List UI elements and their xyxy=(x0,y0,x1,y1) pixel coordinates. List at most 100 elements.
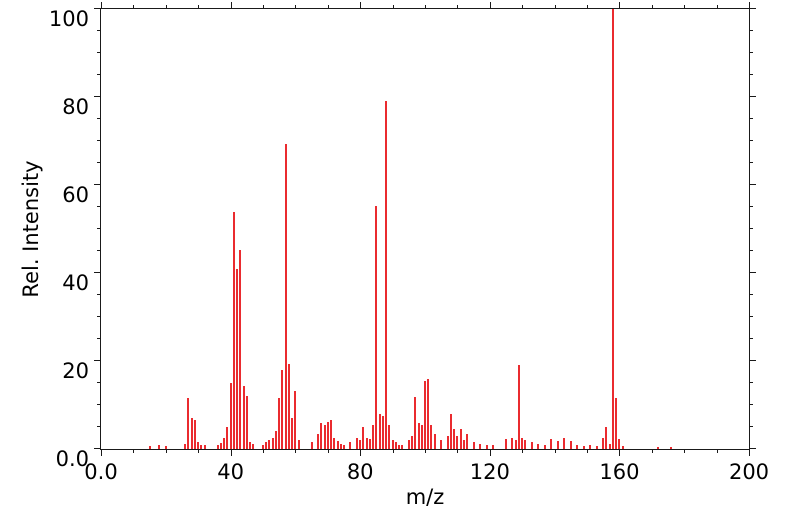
spectrum-peak xyxy=(485,444,488,449)
y-axis-tick-minor xyxy=(97,52,101,53)
spectrum-peak xyxy=(621,446,624,449)
spectrum-peak xyxy=(595,446,598,449)
spectrum-peak xyxy=(281,369,284,449)
y-axis-tick-minor xyxy=(97,30,101,31)
y-axis-tick-major xyxy=(94,184,101,185)
spectrum-peak xyxy=(414,397,417,449)
x-axis-tick-major xyxy=(489,449,491,456)
spectrum-peak xyxy=(670,446,673,449)
y-axis-tick-minor-right xyxy=(749,294,753,295)
spectrum-peak xyxy=(323,424,326,449)
x-axis-tick-minor-top xyxy=(587,5,588,9)
spectrum-peak xyxy=(517,365,520,449)
spectrum-peak xyxy=(602,438,605,449)
spectrum-peak xyxy=(492,445,495,449)
spectrum-peak xyxy=(148,446,151,449)
x-axis-tick-major-top xyxy=(749,2,750,9)
spectrum-peak xyxy=(229,383,232,449)
y-axis-tick-major xyxy=(94,96,101,97)
spectrum-peak xyxy=(385,101,388,449)
spectrum-peak xyxy=(505,439,507,449)
spectrum-peak xyxy=(589,445,592,449)
spectrum-peaks xyxy=(101,9,749,449)
spectrum-peak xyxy=(521,438,524,449)
x-axis-tick-minor-top xyxy=(684,5,686,9)
y-axis-tick-minor xyxy=(97,426,101,427)
spectrum-peak xyxy=(381,416,384,449)
spectrum-peak xyxy=(453,429,456,449)
spectrum-peak xyxy=(605,427,608,449)
spectrum-peak xyxy=(164,445,167,449)
x-axis-tick-minor-top xyxy=(425,5,426,9)
spectrum-peak xyxy=(239,249,242,449)
y-axis-tick-minor-right xyxy=(749,140,753,141)
spectrum-peak xyxy=(223,438,226,449)
spectrum-peak xyxy=(355,438,358,449)
spectrum-peak xyxy=(618,439,621,449)
spectrum-peak xyxy=(391,440,394,449)
y-axis-tick-major xyxy=(94,8,101,9)
spectrum-peak xyxy=(271,438,274,449)
x-axis-tick-minor xyxy=(165,449,167,453)
y-axis-tick-minor xyxy=(97,382,101,383)
spectrum-peak xyxy=(407,440,410,449)
spectrum-peak xyxy=(349,442,352,449)
spectrum-peak xyxy=(310,442,313,449)
x-axis-tick-major xyxy=(101,449,102,456)
spectrum-peak xyxy=(226,427,229,449)
spectrum-peak xyxy=(242,386,245,449)
x-axis-tick-label: 120 xyxy=(469,460,510,484)
x-axis-tick-major-top xyxy=(489,2,491,9)
x-axis-tick-minor-top xyxy=(457,5,459,9)
y-axis-tick-major xyxy=(94,360,101,361)
spectrum-peak xyxy=(268,440,271,449)
y-axis-tick-minor xyxy=(97,404,101,405)
spectrum-peak xyxy=(284,143,287,449)
spectrum-peak xyxy=(339,443,342,449)
spectrum-peak xyxy=(184,443,187,449)
spectrum-peak xyxy=(359,440,362,449)
x-axis-tick-major xyxy=(360,449,362,456)
y-axis-tick-minor-right xyxy=(749,316,753,317)
y-axis-tick-major-right xyxy=(749,360,756,361)
spectrum-peak xyxy=(479,443,482,449)
spectrum-peak xyxy=(537,443,540,449)
x-axis-tick-minor xyxy=(522,449,524,453)
spectrum-peak xyxy=(388,424,391,449)
spectrum-peak xyxy=(249,442,252,449)
x-axis-tick-major xyxy=(230,449,232,456)
spectrum-peak xyxy=(556,441,559,449)
x-axis-tick-minor xyxy=(716,449,718,453)
spectrum-peak xyxy=(291,418,294,449)
spectrum-peak xyxy=(203,445,206,449)
spectrum-peak xyxy=(287,364,290,449)
spectrum-peak xyxy=(424,380,426,449)
x-axis-tick-minor xyxy=(295,449,297,453)
spectrum-peak xyxy=(262,444,264,449)
spectrum-peak xyxy=(252,443,255,449)
x-axis-tick-minor-top xyxy=(295,5,297,9)
y-axis-title: Rel. Intensity xyxy=(19,160,43,298)
y-axis-tick-minor-right xyxy=(749,74,753,75)
spectrum-peak xyxy=(446,435,449,449)
spectrum-peak xyxy=(197,442,200,449)
spectrum-peak xyxy=(417,422,420,449)
spectrum-peak xyxy=(511,438,514,449)
x-axis-tick-major-top xyxy=(230,2,232,9)
x-axis-tick-label: 200 xyxy=(728,460,770,484)
spectrum-peak xyxy=(398,444,401,449)
x-axis-tick-minor-top xyxy=(392,5,394,9)
x-axis-tick-minor xyxy=(651,449,653,453)
y-axis-tick-minor xyxy=(97,206,101,207)
y-axis-tick-minor-right xyxy=(749,52,753,53)
x-axis-tick-minor xyxy=(684,449,686,453)
spectrum-peak xyxy=(278,398,281,449)
spectrum-peak xyxy=(394,442,397,449)
x-axis-tick-minor xyxy=(425,449,426,453)
y-axis-tick-minor-right xyxy=(749,162,753,163)
spectrum-peak xyxy=(456,435,459,449)
spectrum-peak xyxy=(433,433,436,449)
spectrum-peak xyxy=(378,413,381,449)
y-axis-tick-minor xyxy=(97,316,101,317)
x-axis-tick-label: 0.0 xyxy=(84,460,118,484)
